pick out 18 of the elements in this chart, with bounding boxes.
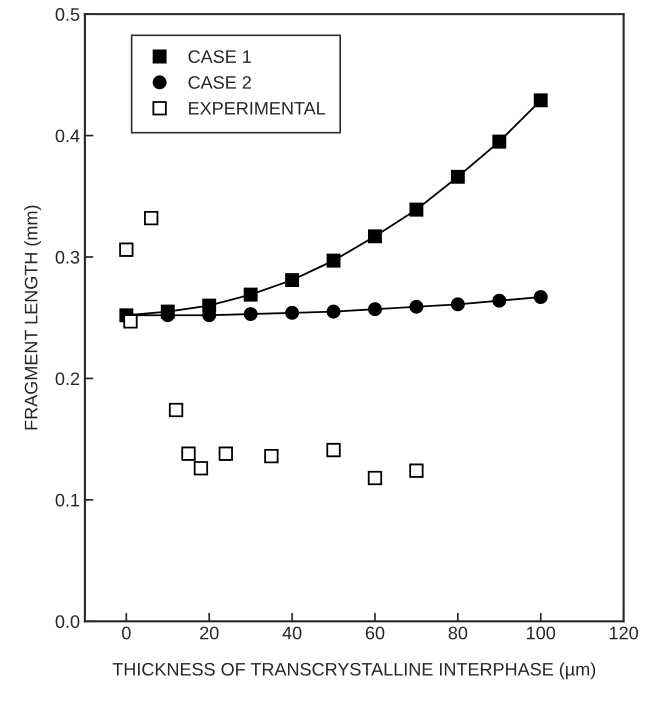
y-tick-label: 0.2 xyxy=(56,372,80,386)
x-tick-label: 100 xyxy=(527,626,556,640)
y-tick-label: 0.0 xyxy=(56,615,80,628)
y-tick-label: 0.3 xyxy=(56,250,80,264)
y-tick-label: 0.5 xyxy=(56,8,80,21)
legend-label: CASE 2 xyxy=(188,76,251,89)
legend-label: CASE 1 xyxy=(188,50,251,63)
x-tick-label: 120 xyxy=(610,626,638,640)
x-tick-label: 0 xyxy=(122,626,131,640)
x-tick-label: 80 xyxy=(448,626,468,640)
y-tick-label: 0.4 xyxy=(56,129,80,142)
legend-label: EXPERIMENTAL xyxy=(189,102,326,115)
y-tick-label: 0.1 xyxy=(56,494,80,507)
x-tick-label: 60 xyxy=(366,626,384,640)
x-axis-title: THICKNESS OF TRANSCRYSTALLINE INTERPHASE (µm) xyxy=(112,662,596,680)
y-axis-title: FRAGMENT LENGTH (mm) xyxy=(24,206,42,430)
x-tick-label: 40 xyxy=(282,626,302,640)
x-tick-label: 20 xyxy=(200,626,219,640)
